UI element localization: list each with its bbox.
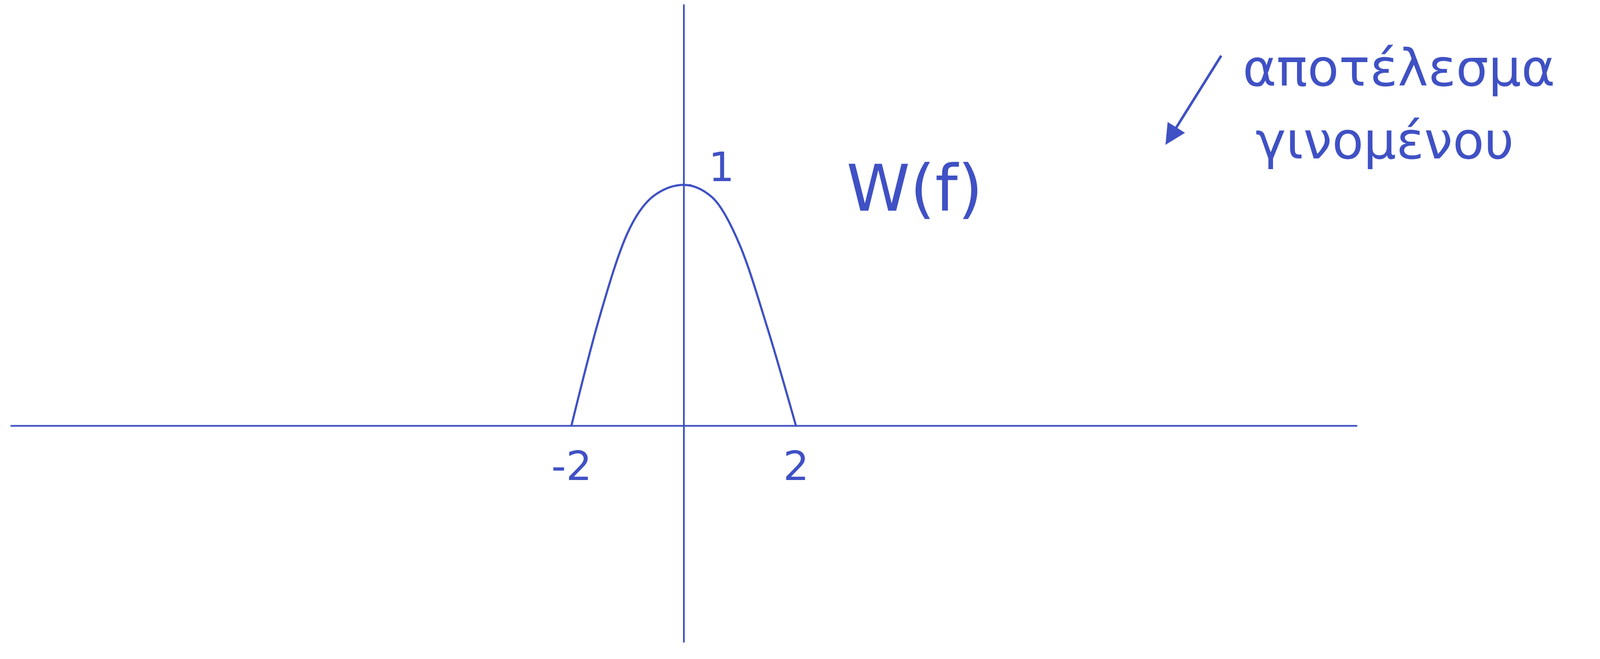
- x-tick-label: -2: [551, 442, 593, 490]
- annotation: αποτέλεσμαγινομένου: [1242, 38, 1556, 171]
- chart: -2 2 1 W(f) αποτέλεσμαγινομένου: [0, 0, 1600, 659]
- x-tick-label: 2: [783, 442, 809, 490]
- y-tick-label: 1: [708, 143, 735, 191]
- x-tick: -2: [551, 425, 593, 490]
- plot-area: [571, 185, 797, 426]
- annotation-arrow: [1167, 55, 1222, 142]
- y-tick: 1: [683, 143, 735, 191]
- curve: [571, 185, 797, 426]
- y-axis: 1: [683, 4, 735, 644]
- x-tick: 2: [783, 425, 809, 490]
- curve-label: W(f): [846, 151, 983, 226]
- y-axis-line: [683, 4, 685, 644]
